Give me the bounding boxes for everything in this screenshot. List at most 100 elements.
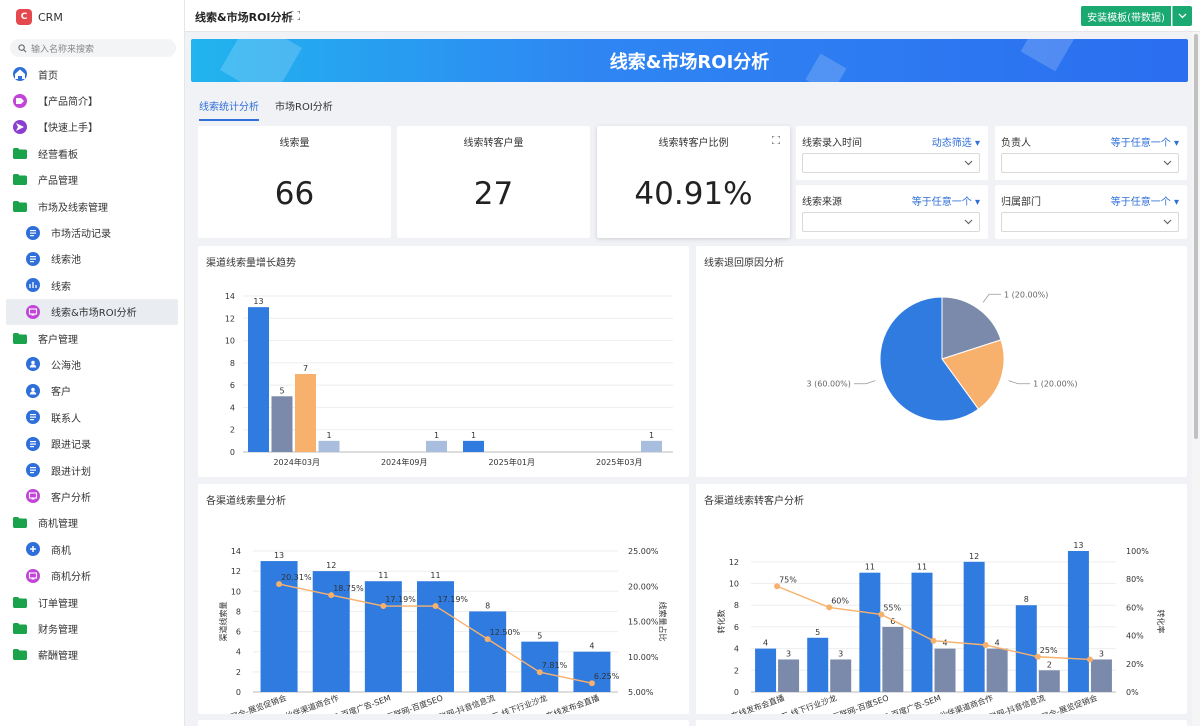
search-icon <box>18 43 27 52</box>
data-label: 8 <box>485 601 490 610</box>
nav-item-10[interactable]: 客户管理 <box>0 325 184 351</box>
folder-icon <box>13 332 27 344</box>
nav-item-17[interactable]: 商机管理 <box>0 510 184 536</box>
nav-item-13[interactable]: 联系人 <box>0 404 184 430</box>
nav-item-14[interactable]: 跟进记录 <box>0 430 184 456</box>
nav-item-2[interactable]: 【快速上手】 <box>0 114 184 140</box>
data-label: 3 <box>786 649 791 658</box>
line-point <box>774 583 781 590</box>
y-tick-label: 10 <box>225 337 235 346</box>
line-point <box>328 592 335 599</box>
nav-item-1[interactable]: 【产品简介】 <box>0 87 184 113</box>
filter-select[interactable] <box>1001 212 1179 232</box>
data-label: 11 <box>430 571 440 580</box>
filter-select[interactable] <box>802 212 980 232</box>
nav-item-22[interactable]: 薪酬管理 <box>0 642 184 668</box>
kpi-value: 40.91% <box>634 176 753 212</box>
nav-item-21[interactable]: 财务管理 <box>0 615 184 641</box>
y-axis-label: 转化数 <box>716 610 726 634</box>
line-data-label: 17.19% <box>438 595 469 604</box>
data-label: 8 <box>1024 595 1029 604</box>
nav-item-label: 市场及线索管理 <box>38 202 108 214</box>
search-placeholder: 输入名称来搜索 <box>31 44 95 55</box>
bar <box>1015 605 1037 692</box>
fullscreen-icon[interactable] <box>772 136 780 144</box>
trend-bar-chart: 0 2 4 6 8 10 12 14 2024年03月 13 5 7 1 2024年09月 1 2025年01… <box>225 292 673 467</box>
nav-item-3[interactable]: 经营看板 <box>0 140 184 166</box>
scrollbar-thumb[interactable] <box>1194 34 1198 439</box>
data-label: 12 <box>969 552 979 561</box>
nav-item-15[interactable]: 跟进计划 <box>0 457 184 483</box>
y2-axis-label: 线索量占比 <box>658 602 668 642</box>
brand: C CRM <box>0 1 184 33</box>
list-icon <box>26 410 40 425</box>
channel-conversion-combo-chart: 0 2 4 6 8 10 12 0% 20% 40% 60% 80% 100% 转化数 转化率 4 3 直播-在线… <box>712 541 1166 714</box>
data-label: 5 <box>537 632 542 641</box>
label-leader <box>982 293 1002 303</box>
nav-item-18[interactable]: 商机 <box>0 536 184 562</box>
data-label: 5 <box>815 628 820 637</box>
filter-label: 归属部门 <box>1001 197 1041 208</box>
line-data-label: 18.75% <box>333 584 364 593</box>
data-label: 1 <box>434 431 439 440</box>
y-tick-label: 10 <box>231 587 241 596</box>
line-data-label: 6.25% <box>594 672 620 681</box>
nav-item-0[interactable]: 首页 <box>0 61 184 87</box>
data-label: 4 <box>763 639 768 648</box>
chart-card-next <box>696 720 1187 726</box>
chart-icon <box>26 278 40 293</box>
nav-item-6[interactable]: 市场活动记录 <box>0 219 184 245</box>
kpi-label: 线索量 <box>279 138 310 149</box>
filter-operator-dropdown[interactable]: 等于任意一个 ▾ <box>1110 138 1179 149</box>
chart-title: 线索退回原因分析 <box>704 258 784 269</box>
nav-item-8[interactable]: 线索 <box>0 272 184 298</box>
nav-item-9[interactable]: 线索&市场ROI分析 <box>6 298 178 325</box>
chart-card-channel-volume: 各渠道线索量分析 0 2 4 6 8 10 12 14 5.00% 10.00% 15.00% 20.… <box>198 484 689 714</box>
chart-card-return-reasons: 线索退回原因分析 1 (20.00%)1 (20.00%)3 (60.00%)联… <box>696 246 1187 477</box>
data-label: 4 <box>995 639 1000 648</box>
nav-item-11[interactable]: 公海池 <box>0 351 184 377</box>
bar <box>1067 551 1089 692</box>
tag-icon <box>13 93 27 108</box>
nav-item-12[interactable]: 客户 <box>0 378 184 404</box>
banner: 线索&市场ROI分析 <box>191 39 1188 82</box>
filter-operator-dropdown[interactable]: 等于任意一个 ▾ <box>1110 197 1179 208</box>
kpi-label: 线索转客户量 <box>463 138 524 149</box>
data-label: 13 <box>253 297 263 306</box>
bar <box>463 440 484 452</box>
y-tick-label: 0 <box>236 688 241 697</box>
nav-item-7[interactable]: 线索池 <box>0 246 184 272</box>
y-tick-label: 2 <box>734 666 739 675</box>
filter-select[interactable] <box>802 153 980 173</box>
search-input[interactable]: 输入名称来搜索 <box>10 39 176 57</box>
kpi-value: 27 <box>473 176 514 212</box>
nav-item-4[interactable]: 产品管理 <box>0 167 184 193</box>
y-tick-label: 14 <box>225 292 235 301</box>
data-label: 3 <box>1099 649 1104 658</box>
fullscreen-icon[interactable] <box>291 11 300 20</box>
bar <box>911 572 933 692</box>
y-tick-label: 12 <box>225 314 235 323</box>
install-template-button[interactable]: 安装模板(带数据) <box>1081 6 1171 26</box>
tab-bar: 线索统计分析 市场ROI分析 <box>199 98 349 121</box>
filter-operator-dropdown[interactable]: 等于任意一个 ▾ <box>911 197 980 208</box>
x-tick-label: 互联网-百度SEO <box>831 692 890 714</box>
tab-market-roi[interactable]: 市场ROI分析 <box>275 102 333 113</box>
folder-icon <box>13 147 27 159</box>
scrollbar[interactable] <box>1192 32 1200 726</box>
filter-select[interactable] <box>1001 153 1179 173</box>
filter-operator-dropdown[interactable]: 动态筛选 ▾ <box>931 138 980 149</box>
data-label: 11 <box>865 563 875 572</box>
x-tick-label: 互联网-百度SEO <box>385 692 444 714</box>
bar <box>807 637 829 692</box>
nav-item-20[interactable]: 订单管理 <box>0 589 184 615</box>
line-data-label: 75% <box>779 575 797 584</box>
install-dropdown-button[interactable] <box>1172 6 1192 26</box>
bar <box>248 307 269 452</box>
nav-item-19[interactable]: 商机分析 <box>0 562 184 588</box>
tab-lead-stats[interactable]: 线索统计分析 <box>199 98 259 121</box>
app-name: CRM <box>38 10 63 24</box>
nav-item-5[interactable]: 市场及线索管理 <box>0 193 184 219</box>
y-tick-label: 8 <box>236 607 241 616</box>
nav-item-16[interactable]: 客户分析 <box>0 483 184 509</box>
